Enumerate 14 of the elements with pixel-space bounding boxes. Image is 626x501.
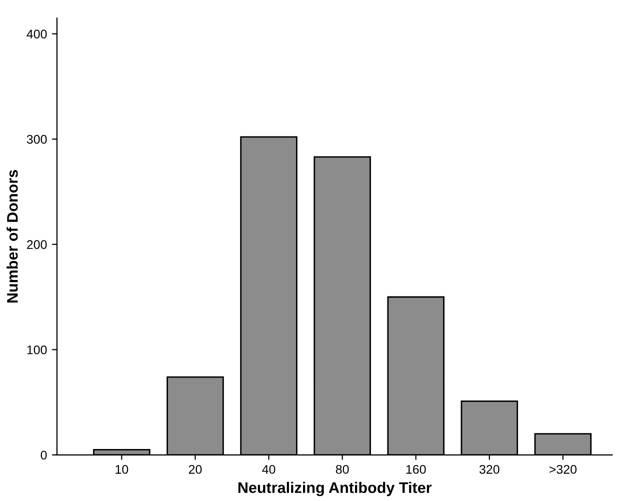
x-tick-label: 10 <box>116 464 128 474</box>
x-tick-label: 80 <box>336 464 349 474</box>
y-tick-label: 200 <box>27 240 47 250</box>
x-tick-label: 20 <box>188 464 202 474</box>
y-axis-title: Number of Donors <box>6 170 18 302</box>
x-tick-label: 160 <box>406 464 426 474</box>
y-tick-label: 300 <box>26 134 47 144</box>
y-tick-label: 0 <box>40 450 47 460</box>
x-tick-label: 40 <box>262 464 276 474</box>
y-tick-label: 400 <box>26 30 47 38</box>
x-tick-label: >320 <box>549 464 577 474</box>
x-axis-title: Neutralizing Antibody Titer <box>238 482 432 496</box>
x-tick-label: 320 <box>479 464 500 474</box>
y-tick-label: 100 <box>27 345 47 354</box>
